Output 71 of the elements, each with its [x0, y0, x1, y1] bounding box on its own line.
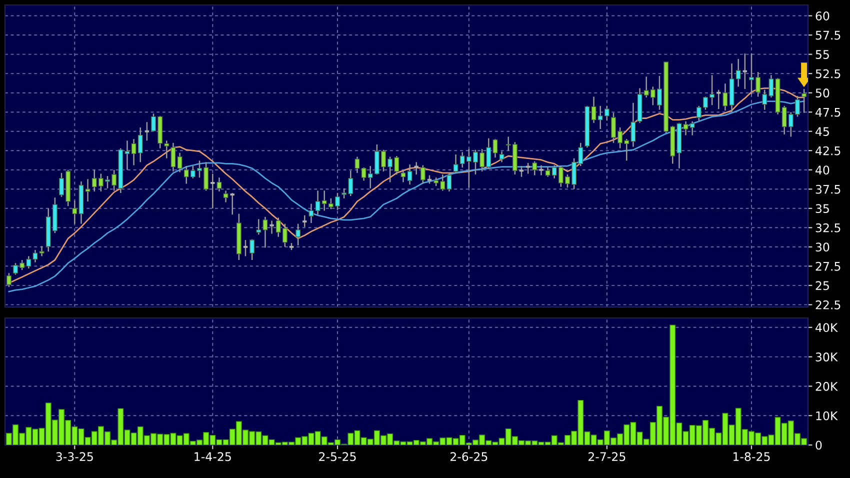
candlestick [164, 140, 170, 159]
candlestick [420, 164, 426, 184]
y-tick-label: 50 [816, 88, 830, 98]
y-tick-label: 10K [816, 411, 838, 420]
candlestick [630, 102, 636, 148]
candlestick [256, 218, 262, 236]
candlestick [138, 126, 143, 163]
y-tick-label: 20K [816, 382, 838, 391]
y-tick-label: 0 [816, 440, 822, 450]
candlestick [32, 249, 38, 263]
candlestick [453, 154, 458, 174]
y-tick-label: 60 [816, 12, 830, 20]
candlestick [39, 246, 44, 257]
candlestick [262, 216, 268, 248]
candlestick [413, 162, 420, 176]
candlestick [492, 138, 498, 158]
candlestick [446, 172, 452, 192]
y-tick-label: 52.5 [816, 69, 840, 78]
y-tick-label: 32.5 [816, 223, 840, 232]
candlestick [229, 192, 236, 216]
candlestick [6, 272, 12, 288]
y-tick-label: 30K [816, 352, 838, 362]
candlestick [683, 120, 688, 136]
y-tick-label: 30 [816, 242, 830, 252]
x-tick-label: 2-7-25 [588, 452, 626, 462]
x-tick-label: 2-6-25 [450, 452, 488, 462]
x-tick-label: 2-5-25 [319, 452, 356, 462]
x-tick-label: 1-4-25 [194, 452, 231, 462]
candlestick [400, 169, 406, 183]
candlestick [315, 190, 320, 216]
candlestick [762, 89, 768, 110]
candlestick [302, 214, 308, 228]
candlestick [210, 173, 216, 210]
x-tick-label: 3-3-25 [56, 452, 93, 462]
y-tick-label: 37.5 [816, 184, 840, 194]
y-tick-label: 57.5 [816, 30, 840, 40]
candlestick [591, 96, 596, 124]
candlestick [223, 190, 228, 203]
candlestick [268, 220, 275, 234]
candlestick [499, 150, 504, 163]
candlestick [250, 238, 255, 261]
candlestick [354, 156, 360, 174]
candlestick [690, 120, 695, 136]
candlestick [768, 74, 774, 98]
y-tick-label: 25 [816, 281, 829, 290]
candlestick [308, 203, 314, 224]
y-tick-label: 27.5 [816, 262, 840, 271]
y-tick-label: 40K [816, 323, 838, 332]
candlestick [407, 164, 412, 186]
candlestick [538, 164, 544, 176]
candlestick [296, 223, 301, 246]
y-tick-label: 35 [816, 204, 829, 214]
y-tick-label: 45 [816, 127, 829, 136]
candlestick [532, 160, 538, 176]
candlestick [124, 140, 130, 170]
candlestick [85, 178, 90, 202]
candlestick [722, 82, 728, 112]
candlestick [170, 142, 176, 172]
candlestick [131, 138, 136, 166]
y-tick-label: 40 [816, 166, 830, 175]
candlestick [177, 152, 182, 173]
candlestick [736, 58, 741, 88]
y-tick-label: 42.5 [816, 146, 840, 156]
candlestick [716, 89, 722, 110]
y-tick-label: 22.5 [816, 300, 840, 310]
candlestick [72, 200, 78, 224]
candlestick [802, 88, 807, 114]
y-tick-label: 55 [816, 50, 829, 59]
x-tick-label: 1-8-25 [734, 452, 770, 462]
candlestick [361, 166, 366, 182]
y-tick-label: 47.5 [816, 108, 840, 117]
